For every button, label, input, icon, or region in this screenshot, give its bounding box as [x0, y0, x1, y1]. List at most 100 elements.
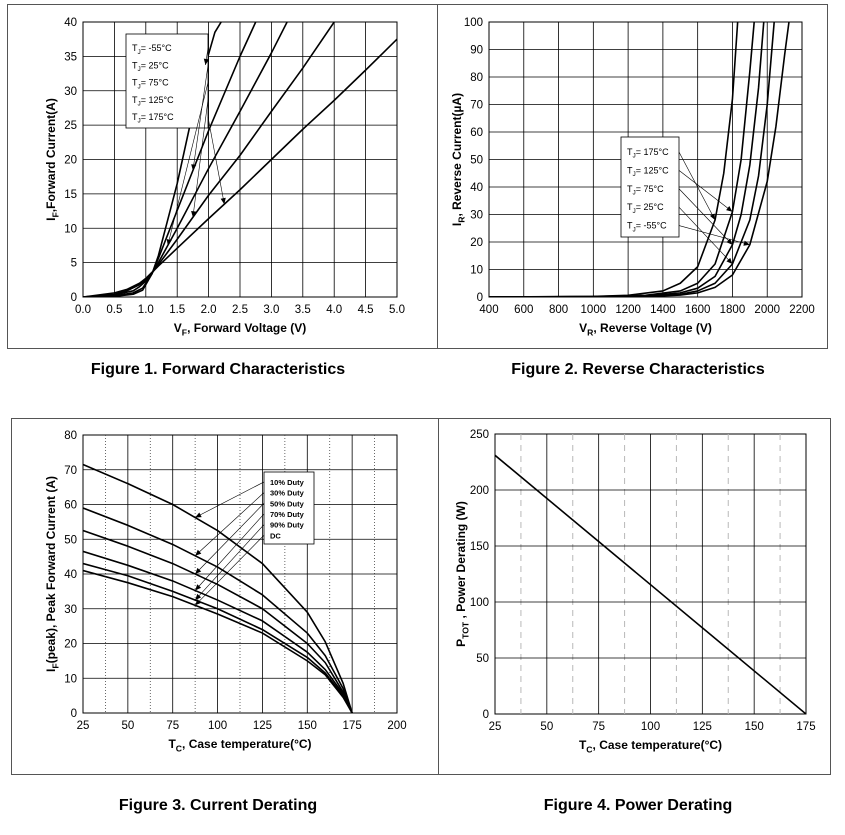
fig3-legend-arrowhead — [195, 567, 202, 574]
fig1-xtick-label: 2.5 — [232, 304, 248, 316]
fig3-xtick-label: 25 — [77, 720, 90, 732]
fig4-xtick-label: 75 — [592, 721, 605, 733]
fig1-series-line — [83, 38, 397, 297]
fig3-ytick-label: 30 — [64, 604, 77, 616]
fig2-ytick-label: 10 — [470, 265, 483, 277]
fig2-xtick-label: 1400 — [650, 304, 676, 316]
fig1-legend-arrowhead — [191, 164, 197, 171]
fig1-ytick-label: 40 — [64, 17, 77, 29]
fig1-xtick-label: 4.0 — [326, 304, 342, 316]
fig4-ylabel-sub: TOT — [461, 621, 471, 639]
fig1-xtick-label: 1.5 — [169, 304, 185, 316]
fig2-legend-label-sub: J — [633, 171, 636, 178]
fig2-legend-leader — [678, 151, 716, 221]
fig2-ylabel: IR, Reverse Current(µA) — [450, 93, 467, 226]
figure-4-caption: Figure 4. Power Derating — [543, 797, 733, 814]
fig3-ytick-label: 50 — [64, 534, 77, 546]
fig4-xlabel-rest: , Case temperature(°C) — [593, 738, 723, 752]
fig1-legend-label-sub: J — [138, 100, 141, 107]
fig2-xtick-label: 2000 — [754, 304, 780, 316]
fig3-xtick-label: 50 — [121, 720, 134, 732]
fig3-legend-label: DC — [270, 531, 281, 540]
fig3-ylabel-rest: (peak), Peak Forward Current (A) — [44, 476, 58, 663]
fig3-legend-label: 30% Duty — [270, 489, 305, 498]
fig2-ytick-label: 40 — [470, 182, 483, 194]
fig4-ytick-label: 100 — [470, 597, 489, 609]
fig3-legend-leader — [194, 503, 265, 575]
fig3-xlabel-sub: C — [176, 744, 182, 754]
fig1-legend-label-rest: = 75°C — [141, 78, 169, 88]
fig2-legend-label-sub: J — [633, 226, 636, 233]
fig3-xtick-label: 150 — [298, 720, 317, 732]
fig2-xtick-label: 800 — [549, 304, 568, 316]
fig4-xtick-label: 125 — [693, 721, 712, 733]
fig3-ytick-label: 70 — [64, 465, 77, 477]
fig2-legend-arrowhead — [743, 240, 750, 246]
fig4-ytick-label: 50 — [476, 653, 489, 665]
fig4-xtick-label: 50 — [540, 721, 553, 733]
fig1-legend-label: TJ= 75°C — [132, 78, 169, 91]
fig2-ytick-label: 100 — [464, 17, 483, 29]
fig3-legend-leader — [194, 524, 265, 601]
fig1-xtick-label: 1.0 — [138, 304, 154, 316]
fig2-legend-label-main: T — [627, 147, 633, 157]
fig2-xlabel-main: V — [579, 321, 587, 335]
fig1-legend-label: TJ= 175°C — [132, 112, 174, 125]
fig2-legend-arrowhead — [726, 238, 733, 245]
fig1-ylabel-main: I — [44, 217, 58, 220]
fig3-chart: 25 50 75 100 125 150 175 200 0 10 20 30 40 50 60 70 80 TC… — [44, 430, 407, 754]
fig1-legend-label-sub: J — [138, 66, 141, 73]
fig3-legend-label: 10% Duty — [270, 478, 305, 487]
figure-1-caption: Figure 1. Forward Characteristics — [90, 361, 346, 378]
fig1-xtick-label: 3.0 — [263, 304, 279, 316]
fig3-ytick-label: 20 — [64, 639, 77, 651]
fig3-legend-arrowhead — [195, 584, 202, 591]
fig3-xtick-label: 125 — [253, 720, 272, 732]
figure-3-caption: Figure 3. Current Derating — [118, 797, 318, 814]
fig2-ytick-label: 20 — [470, 237, 483, 249]
fig2-legend-label: TJ= 75°C — [627, 184, 664, 197]
fig3-series-line — [83, 562, 353, 713]
fig2-xlabel: VR, Reverse Voltage (V) — [579, 321, 712, 338]
fig1-ylabel-sub: F — [51, 212, 61, 217]
fig2-ytick-label: 90 — [470, 45, 483, 57]
fig1-legend-label: TJ= 25°C — [132, 60, 169, 73]
fig3-series-line — [83, 550, 353, 713]
fig3-legend-arrowhead — [195, 599, 202, 606]
fig3-series-line — [83, 569, 353, 713]
fig1-legend-label-rest: = 25°C — [141, 60, 169, 70]
fig2-xtick-label: 1800 — [720, 304, 746, 316]
fig1-legend-label-main: T — [132, 95, 138, 105]
fig3-series-line — [83, 507, 353, 713]
fig2-ytick-label: 60 — [470, 127, 483, 139]
fig2-ylabel-sub: R — [457, 216, 467, 223]
fig3-legend-arrowhead — [195, 512, 202, 518]
fig1-legend-leader — [192, 99, 209, 218]
fig1-legend-leader — [192, 65, 209, 171]
fig4-xlabel: TC, Case temperature(°C) — [579, 738, 722, 755]
fig3-xlabel-main: T — [168, 737, 176, 751]
fig2-legend-label-main: T — [627, 184, 633, 194]
fig2-ytick-label: 70 — [470, 100, 483, 112]
fig2-legend-label-main: T — [627, 165, 633, 175]
fig1-legend-label: TJ= 125°C — [132, 95, 174, 108]
fig3-legend-leader — [194, 513, 265, 591]
fig2-chart: 400 600 800 1000 1200 1400 1600 1800 2000 2200 0 10… — [450, 17, 815, 338]
fig2-xtick-label: 400 — [479, 304, 498, 316]
fig2-legend-label: TJ= 175°C — [627, 147, 669, 160]
fig4-xtick-label: 25 — [489, 721, 502, 733]
fig4-xtick-label: 175 — [796, 721, 815, 733]
fig1-xtick-label: 2.0 — [201, 304, 217, 316]
fig1-ytick-label: 35 — [64, 51, 77, 63]
fig1-ytick-label: 0 — [71, 292, 77, 304]
fig3-xtick-label: 75 — [166, 720, 179, 732]
fig2-legend-label: TJ= 125°C — [627, 165, 669, 178]
fig1-ylabel-rest: ,Forward Current(A) — [44, 98, 58, 212]
fig3-xlabel-rest: , Case temperature(°C) — [182, 737, 312, 751]
fig3-legend-leader — [194, 492, 265, 556]
fig1-xtick-label: 4.5 — [358, 304, 374, 316]
fig2-legend-arrowhead — [709, 213, 716, 220]
fig2-legend-label-rest: = 25°C — [636, 202, 664, 212]
fig4-xlabel-main: T — [579, 738, 587, 752]
fig1-ytick-label: 30 — [64, 86, 77, 98]
